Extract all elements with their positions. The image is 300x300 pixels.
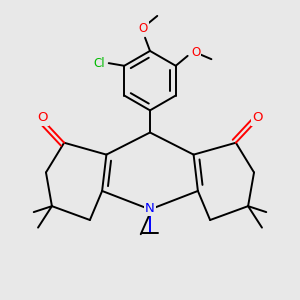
Text: O: O [139,22,148,35]
Text: N: N [145,202,155,215]
Text: O: O [191,46,200,59]
Text: Cl: Cl [93,57,105,70]
Text: O: O [252,112,263,124]
Text: O: O [37,112,48,124]
